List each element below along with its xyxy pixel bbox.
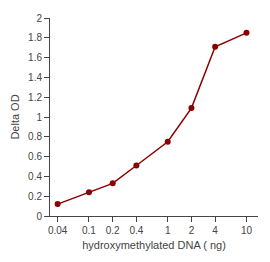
svg-text:0.6: 0.6: [28, 151, 42, 162]
svg-text:0.4: 0.4: [28, 171, 42, 182]
svg-text:1: 1: [165, 225, 171, 236]
svg-text:1.2: 1.2: [28, 92, 42, 103]
svg-text:10: 10: [241, 225, 253, 236]
svg-text:2: 2: [36, 13, 42, 24]
svg-text:Delta OD: Delta OD: [9, 94, 21, 139]
svg-text:0.2: 0.2: [28, 191, 42, 202]
svg-text:2: 2: [189, 225, 195, 236]
svg-text:0.1: 0.1: [82, 225, 96, 236]
svg-text:0.8: 0.8: [28, 131, 42, 142]
svg-text:1.6: 1.6: [28, 52, 42, 63]
svg-text:1.4: 1.4: [28, 72, 42, 83]
svg-text:1: 1: [36, 112, 42, 123]
svg-text:0.4: 0.4: [129, 225, 143, 236]
svg-text:4: 4: [212, 225, 218, 236]
svg-text:0: 0: [36, 211, 42, 222]
svg-text:0.2: 0.2: [106, 225, 120, 236]
svg-text:0.04: 0.04: [48, 225, 68, 236]
svg-text:hydroxymethylated DNA ( ng): hydroxymethylated DNA ( ng): [82, 239, 226, 251]
svg-text:1.8: 1.8: [28, 32, 42, 43]
